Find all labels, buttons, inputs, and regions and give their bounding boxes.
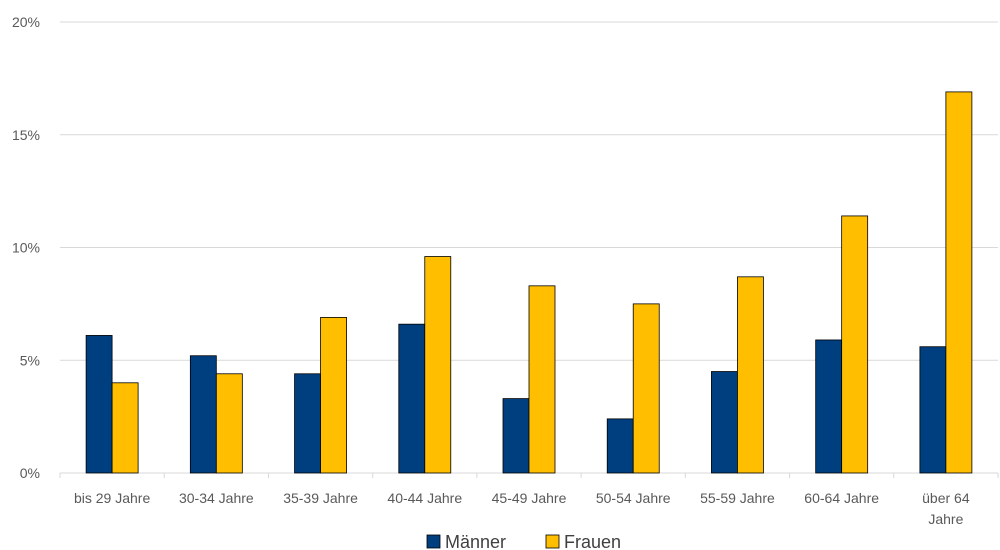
x-tick-label-line: über 64	[922, 490, 970, 506]
x-axis-ticks: bis 29 Jahre 30-34 Jahre 35-39 Jahre 40-44 …	[74, 490, 970, 527]
bar-frauen	[632, 303, 660, 474]
bar-maenner	[606, 418, 634, 474]
y-tick-label: 5%	[20, 352, 40, 368]
x-tick-label-line: 55-59 Jahre	[700, 490, 775, 506]
bar-maenner	[189, 355, 217, 474]
x-tick-label: 45-49 Jahre	[492, 490, 567, 506]
bar-maenner	[815, 339, 843, 474]
x-tick-label: 40-44 Jahre	[387, 490, 462, 506]
legend-label: Männer	[445, 532, 506, 550]
bar-maenner	[85, 335, 113, 474]
y-tick-label: 20%	[12, 14, 40, 30]
x-tick-label-line: 30-34 Jahre	[179, 490, 254, 506]
bar-maenner	[919, 346, 947, 474]
x-tick-label: 60-64 Jahre	[804, 490, 879, 506]
y-tick-label: 10%	[12, 240, 40, 256]
x-tick-label: 55-59 Jahre	[700, 490, 775, 506]
x-tick-label: 30-34 Jahre	[179, 490, 254, 506]
legend-swatch	[545, 534, 560, 549]
bar-frauen	[737, 276, 764, 474]
bar-maenner	[502, 398, 530, 474]
bar-frauen	[424, 256, 452, 474]
bar-frauen	[841, 215, 869, 474]
bar-maenner	[398, 323, 426, 474]
bar-frauen	[320, 317, 347, 474]
x-tick-label-line: 45-49 Jahre	[492, 490, 567, 506]
legend-label: Frauen	[564, 532, 621, 550]
bar-frauen	[528, 285, 556, 474]
x-tick-label-line: 60-64 Jahre	[804, 490, 879, 506]
x-tick-label-line: bis 29 Jahre	[74, 490, 150, 506]
y-tick-label: 0%	[20, 465, 40, 481]
legend-swatch	[426, 534, 441, 549]
bar-frauen	[945, 91, 973, 474]
x-tick-label-line: 35-39 Jahre	[283, 490, 358, 506]
y-tick-label: 15%	[12, 127, 40, 143]
x-tick-label: über 64 Jahre	[922, 490, 970, 527]
x-tick-label-line: 40-44 Jahre	[387, 490, 462, 506]
x-tick-label: 35-39 Jahre	[283, 490, 358, 506]
x-tick-label: 50-54 Jahre	[596, 490, 671, 506]
bars	[85, 91, 973, 474]
legend: Männer Frauen	[426, 532, 621, 550]
y-axis-ticks: 0% 5% 10% 15% 20%	[12, 14, 40, 481]
bar-frauen	[111, 382, 139, 474]
bar-frauen	[215, 373, 243, 474]
bar-maenner	[294, 373, 321, 474]
x-tick-label-line: 50-54 Jahre	[596, 490, 671, 506]
bar-maenner	[711, 371, 738, 474]
x-tick-label-line: Jahre	[928, 511, 963, 527]
x-tick-label: bis 29 Jahre	[74, 490, 150, 506]
